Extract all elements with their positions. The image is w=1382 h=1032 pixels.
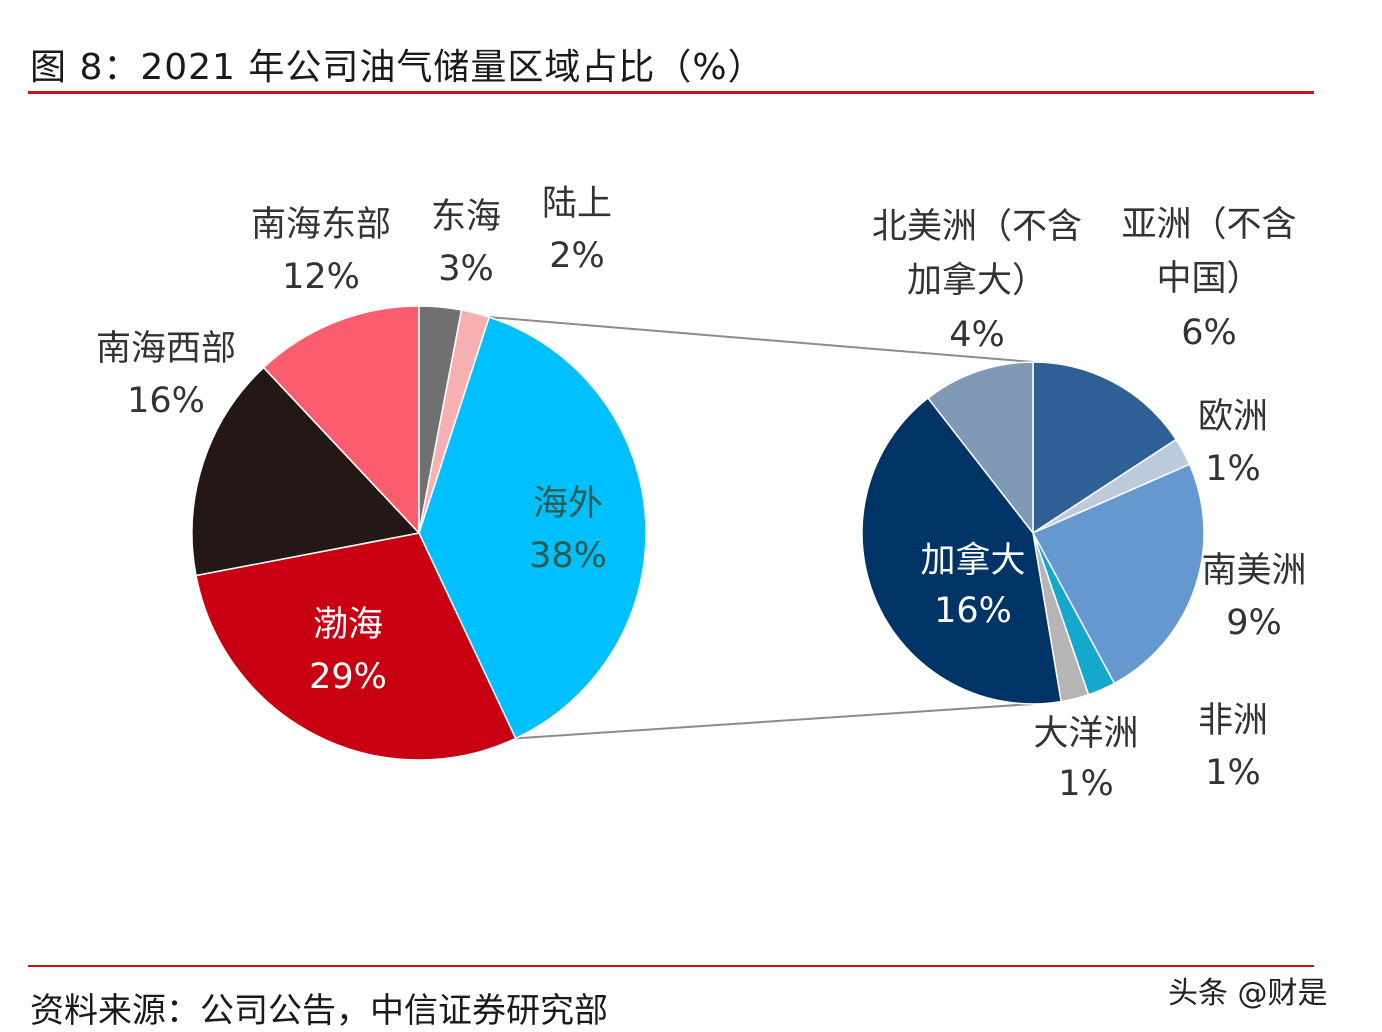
connector-lines xyxy=(489,316,1034,740)
main-slice-2 xyxy=(191,366,421,577)
sub-label-6-name: 加拿大） xyxy=(907,261,1047,301)
main-slice-1 xyxy=(195,532,517,761)
main-label-3-name: 南海东部 xyxy=(251,205,391,245)
title-divider xyxy=(28,91,1314,94)
source-note: 资料来源：公司公告，中信证券研究部 xyxy=(30,991,608,1031)
connector-bottom xyxy=(515,703,1034,740)
main-label-5-name: 陆上 xyxy=(542,184,612,224)
sub-slice-6 xyxy=(926,361,1034,536)
main-label-0-value: 38% xyxy=(529,536,607,576)
sub-label-5-name: 加拿大 xyxy=(920,541,1025,581)
sub-label-0-value: 6% xyxy=(1181,313,1237,353)
breakdown-pie xyxy=(861,361,1205,705)
main-label-4-name: 东海 xyxy=(431,197,501,237)
sub-label-6-name: 北美洲（不含 xyxy=(872,207,1082,247)
main-label-1-name: 渤海 xyxy=(313,605,383,645)
main-label-2-name: 南海西部 xyxy=(96,329,236,369)
main-label-1-value: 29% xyxy=(309,657,387,697)
sub-slice-0 xyxy=(1032,361,1178,535)
sub-label-6-value: 4% xyxy=(949,315,1005,355)
main-label-2-value: 16% xyxy=(127,381,205,421)
main-label-5-value: 2% xyxy=(549,236,605,276)
sub-label-0-name: 亚洲（不含 xyxy=(1121,205,1296,245)
sub-label-4-value: 1% xyxy=(1058,764,1114,804)
sub-label-3-name: 非洲 xyxy=(1198,701,1268,741)
main-pie xyxy=(191,305,647,761)
sub-slice-5 xyxy=(861,397,1063,705)
sub-slice-2 xyxy=(1031,463,1205,685)
main-slice-3 xyxy=(262,305,420,535)
sub-label-3-value: 1% xyxy=(1205,753,1261,793)
main-slice-5 xyxy=(418,309,491,534)
watermark: 头条 @财是 xyxy=(1168,976,1328,1011)
sub-label-1-value: 1% xyxy=(1205,449,1261,489)
sub-label-0-name: 中国） xyxy=(1156,259,1261,299)
sub-label-2-name: 南美洲 xyxy=(1201,551,1306,591)
main-label-0-name: 海外 xyxy=(533,484,603,524)
sub-label-5-value: 16% xyxy=(934,591,1012,631)
source-divider xyxy=(28,965,1314,967)
main-label-3-value: 12% xyxy=(282,257,360,297)
slice-labels: 海外 38% 渤海 29% 南海西部 16% 南海东部 12% 东海 3% 陆上 2% 亚洲（不含中国）… xyxy=(96,184,1307,804)
connector-top xyxy=(489,316,1034,363)
main-label-4-value: 3% xyxy=(438,249,494,289)
sub-label-1-name: 欧洲 xyxy=(1198,397,1268,437)
figure-title: 图 8：2021 年公司油气储量区域占比（%） xyxy=(30,47,765,88)
sub-label-2-value: 9% xyxy=(1226,603,1282,643)
sub-label-4-name: 大洋洲 xyxy=(1033,714,1138,754)
main-slice-0 xyxy=(418,316,647,740)
